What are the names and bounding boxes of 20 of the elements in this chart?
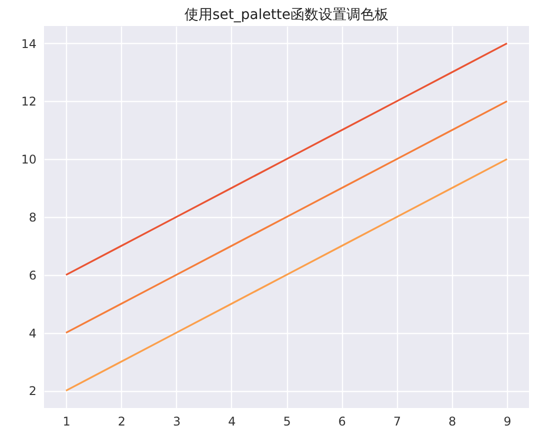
- x-tick-label: 8: [448, 414, 456, 428]
- y-tick-label: 14: [21, 36, 36, 51]
- x-tick-label: 7: [393, 414, 402, 428]
- x-tick-label: 9: [504, 414, 512, 428]
- y-tick-label: 12: [21, 94, 36, 109]
- y-tick-label: 6: [28, 268, 36, 282]
- line-series: [65, 100, 508, 334]
- y-tick-label: 4: [28, 326, 36, 340]
- y-tick-label: 10: [21, 152, 36, 167]
- y-tick-label: 8: [28, 210, 36, 224]
- chart-title: 使用set_palette函数设置调色板: [184, 7, 388, 23]
- x-tick-label: 4: [228, 414, 236, 428]
- x-tick-label: 6: [338, 414, 346, 428]
- x-tick-label: 1: [62, 414, 70, 428]
- y-tick-label: 2: [28, 384, 36, 398]
- x-tick-label: 2: [118, 414, 126, 428]
- x-tick-label: 3: [172, 414, 181, 428]
- line-series: [65, 158, 508, 392]
- line-series: [65, 42, 508, 276]
- x-tick-label: 5: [283, 414, 291, 428]
